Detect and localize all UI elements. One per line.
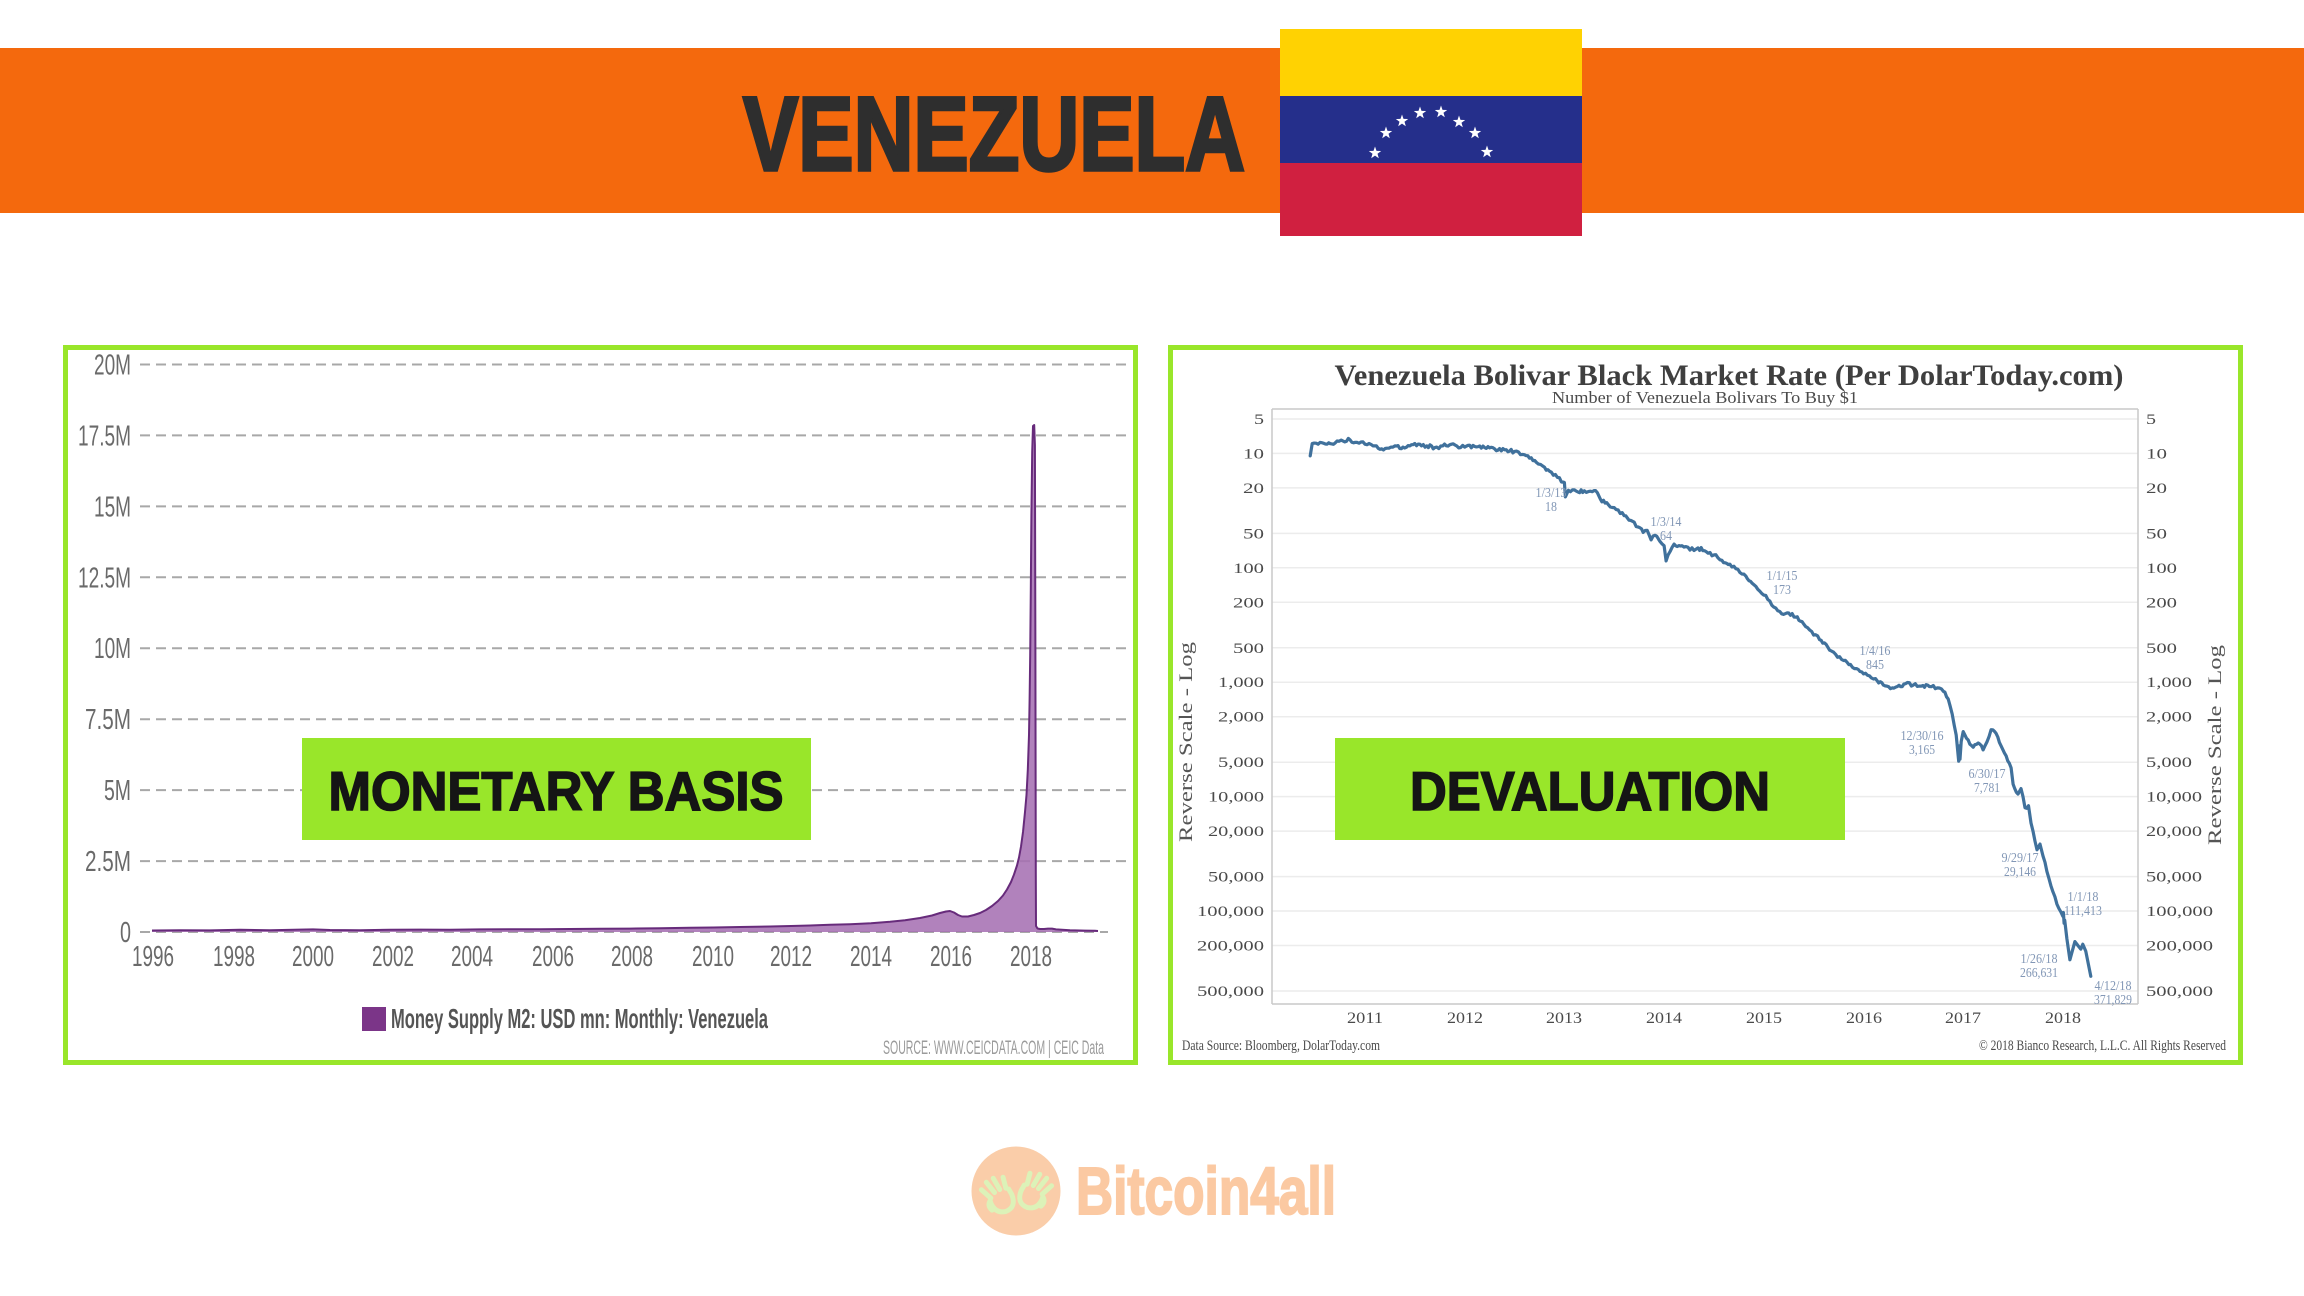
svg-text:64: 64: [1660, 529, 1672, 544]
svg-text:0: 0: [120, 917, 131, 949]
svg-text:Venezuela Bolivar Black Market: Venezuela Bolivar Black Market Rate (Per…: [1335, 359, 2124, 392]
svg-text:2008: 2008: [611, 941, 653, 973]
svg-text:173: 173: [1773, 583, 1791, 598]
svg-text:SOURCE: WWW.CEICDATA.COM | CEI: SOURCE: WWW.CEICDATA.COM | CEIC Data: [883, 1038, 1104, 1059]
svg-text:2010: 2010: [692, 941, 734, 973]
svg-text:2016: 2016: [930, 941, 972, 973]
svg-text:17.5M: 17.5M: [78, 420, 131, 452]
svg-text:2002: 2002: [372, 941, 414, 973]
svg-text:100: 100: [2146, 561, 2177, 577]
svg-text:1998: 1998: [213, 941, 255, 973]
svg-text:1/26/18: 1/26/18: [2021, 952, 2058, 967]
svg-text:2015: 2015: [1746, 1010, 1782, 1027]
svg-text:2004: 2004: [451, 941, 493, 973]
svg-text:10: 10: [2146, 446, 2167, 462]
svg-text:2014: 2014: [850, 941, 892, 973]
svg-text:2012: 2012: [770, 941, 812, 973]
svg-text:5,000: 5,000: [1218, 755, 1264, 771]
svg-text:VENEZUELA: VENEZUELA: [743, 76, 1245, 193]
svg-text:2017: 2017: [1945, 1010, 1981, 1027]
svg-text:20M: 20M: [94, 350, 131, 382]
svg-text:Reverse Scale - Log: Reverse Scale - Log: [2205, 644, 2226, 845]
svg-text:9/29/17: 9/29/17: [2002, 851, 2039, 866]
svg-text:50: 50: [1243, 526, 1264, 542]
svg-text:2012: 2012: [1447, 1010, 1483, 1027]
svg-text:500: 500: [1233, 641, 1264, 657]
svg-text:2,000: 2,000: [1218, 710, 1264, 726]
svg-text:50,000: 50,000: [2146, 870, 2202, 886]
svg-text:1/1/15: 1/1/15: [1767, 569, 1798, 584]
svg-text:20: 20: [2146, 481, 2167, 497]
svg-text:1/1/18: 1/1/18: [2068, 890, 2099, 905]
svg-text:10,000: 10,000: [2146, 790, 2202, 806]
svg-text:20: 20: [1243, 481, 1264, 497]
svg-text:2011: 2011: [1347, 1010, 1383, 1027]
svg-text:5: 5: [2146, 412, 2156, 428]
svg-text:200: 200: [2146, 595, 2177, 611]
svg-text:18: 18: [1545, 500, 1557, 515]
svg-text:12.5M: 12.5M: [78, 562, 131, 594]
svg-text:7,781: 7,781: [1974, 781, 2000, 796]
svg-text:20,000: 20,000: [2146, 824, 2202, 840]
svg-text:5: 5: [1254, 412, 1264, 428]
svg-text:7.5M: 7.5M: [85, 704, 131, 736]
svg-text:10,000: 10,000: [1208, 790, 1264, 806]
svg-text:Number of Venezuela Bolivars T: Number of Venezuela Bolivars To Buy $1: [1552, 388, 1858, 407]
svg-text:20,000: 20,000: [1208, 824, 1264, 840]
svg-text:2013: 2013: [1546, 1010, 1582, 1027]
svg-text:2016: 2016: [1846, 1010, 1882, 1027]
svg-text:200,000: 200,000: [2146, 939, 2213, 955]
svg-text:500,000: 500,000: [1197, 984, 1264, 1000]
svg-text:1/3/13: 1/3/13: [1536, 486, 1567, 501]
svg-text:2018: 2018: [1010, 941, 1052, 973]
svg-text:1/4/16: 1/4/16: [1860, 644, 1891, 659]
svg-text:5M: 5M: [104, 775, 131, 807]
svg-text:266,631: 266,631: [2020, 966, 2058, 981]
svg-text:Bitcoin4all: Bitcoin4all: [1076, 1154, 1336, 1229]
svg-text:1,000: 1,000: [1218, 675, 1264, 691]
svg-text:10M: 10M: [94, 633, 131, 665]
svg-text:6/30/17: 6/30/17: [1969, 767, 2006, 782]
svg-text:2,000: 2,000: [2146, 710, 2192, 726]
svg-text:1,000: 1,000: [2146, 675, 2192, 691]
svg-text:Data Source: Bloomberg, DolarT: Data Source: Bloomberg, DolarToday.com: [1182, 1038, 1380, 1054]
svg-text:845: 845: [1866, 658, 1884, 673]
svg-text:500: 500: [2146, 641, 2177, 657]
svg-text:5,000: 5,000: [2146, 755, 2192, 771]
svg-text:DEVALUATION: DEVALUATION: [1410, 760, 1770, 822]
svg-text:200,000: 200,000: [1197, 939, 1264, 955]
svg-text:2000: 2000: [292, 941, 334, 973]
svg-text:50: 50: [2146, 526, 2167, 542]
svg-text:2.5M: 2.5M: [85, 846, 131, 878]
svg-text:100: 100: [1233, 561, 1264, 577]
svg-text:2014: 2014: [1646, 1010, 1682, 1027]
svg-text:Money Supply M2: USD mn: Month: Money Supply M2: USD mn: Monthly: Venezu…: [391, 1003, 768, 1034]
svg-text:50,000: 50,000: [1208, 870, 1264, 886]
svg-text:MONETARY BASIS: MONETARY BASIS: [329, 760, 784, 822]
svg-text:1996: 1996: [132, 941, 174, 973]
svg-text:4/12/18: 4/12/18: [2095, 979, 2132, 994]
svg-text:10: 10: [1243, 446, 1264, 462]
svg-text:500,000: 500,000: [2146, 984, 2213, 1000]
svg-text:1/3/14: 1/3/14: [1651, 515, 1682, 530]
svg-text:12/30/16: 12/30/16: [1901, 729, 1944, 744]
svg-text:2006: 2006: [532, 941, 574, 973]
svg-text:15M: 15M: [94, 491, 131, 523]
svg-text:29,146: 29,146: [2004, 865, 2036, 880]
svg-text:200: 200: [1233, 595, 1264, 611]
svg-text:© 2018 Bianco Research, L.L.C.: © 2018 Bianco Research, L.L.C. All Right…: [1979, 1038, 2226, 1054]
svg-text:100,000: 100,000: [1197, 904, 1264, 920]
svg-text:100,000: 100,000: [2146, 904, 2213, 920]
svg-text:3,165: 3,165: [1909, 743, 1935, 758]
svg-text:111,413: 111,413: [2064, 904, 2102, 919]
svg-text:2018: 2018: [2045, 1010, 2081, 1027]
svg-text:371,829: 371,829: [2094, 993, 2132, 1008]
svg-text:Reverse Scale - Log: Reverse Scale - Log: [1176, 641, 1197, 842]
